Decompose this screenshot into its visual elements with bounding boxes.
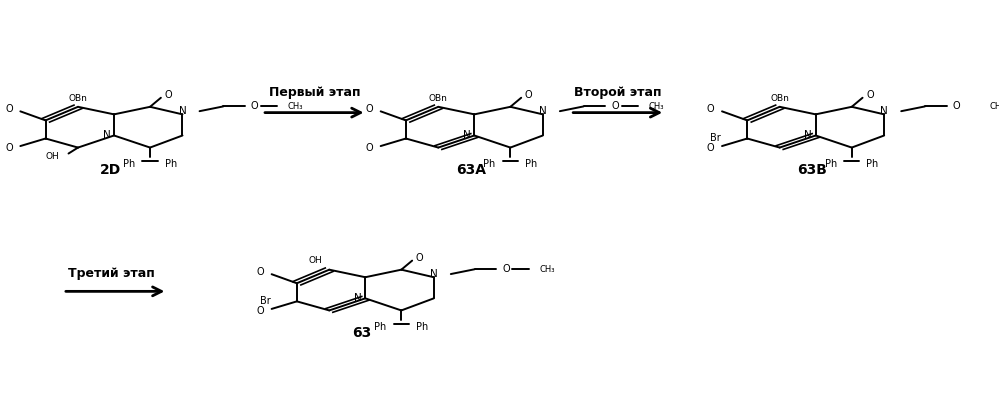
Text: 63: 63 [352, 326, 372, 340]
Text: N: N [179, 106, 187, 116]
Text: Br: Br [710, 133, 720, 143]
Text: CH₃: CH₃ [648, 102, 663, 111]
Text: O: O [611, 102, 618, 112]
Text: O: O [5, 143, 13, 153]
Text: N: N [430, 269, 438, 279]
Text: O: O [952, 102, 960, 112]
Text: O: O [502, 264, 509, 274]
Text: O: O [707, 143, 714, 153]
Text: O: O [366, 104, 373, 114]
Text: CH₃: CH₃ [989, 102, 999, 111]
Text: N: N [538, 106, 546, 116]
Text: 2D: 2D [100, 163, 121, 177]
Text: Ph: Ph [825, 159, 837, 169]
Text: Ph: Ph [165, 159, 177, 169]
Text: OH: OH [45, 152, 59, 161]
Text: OH: OH [308, 256, 322, 266]
Text: Br: Br [260, 296, 271, 306]
Text: Второй этап: Второй этап [574, 86, 661, 99]
Text: N: N [804, 130, 812, 140]
Text: O: O [165, 90, 172, 100]
Text: O: O [257, 267, 264, 277]
Text: O: O [257, 306, 264, 316]
Text: O: O [5, 104, 13, 114]
Text: OBn: OBn [770, 94, 789, 102]
Text: Третий этап: Третий этап [68, 267, 155, 280]
Text: Ph: Ph [484, 159, 496, 169]
Text: O: O [866, 90, 874, 100]
Text: O: O [707, 104, 714, 114]
Text: CH₃: CH₃ [288, 102, 304, 111]
Text: Ph: Ph [525, 159, 537, 169]
Text: 63A: 63A [456, 163, 486, 177]
Text: O: O [524, 90, 532, 100]
Text: N: N [463, 130, 471, 140]
Text: Ph: Ph [416, 322, 429, 332]
Text: Ph: Ph [866, 159, 879, 169]
Text: N: N [354, 293, 362, 303]
Text: O: O [366, 143, 373, 153]
Text: OBn: OBn [429, 94, 448, 102]
Text: N: N [103, 130, 110, 140]
Text: O: O [416, 253, 424, 263]
Text: O: O [251, 102, 259, 112]
Text: 63B: 63B [797, 163, 827, 177]
Text: OBn: OBn [69, 94, 88, 102]
Text: Ph: Ph [123, 159, 135, 169]
Text: Первый этап: Первый этап [269, 86, 360, 99]
Text: Ph: Ph [375, 322, 387, 332]
Text: N: N [880, 106, 888, 116]
Text: CH₃: CH₃ [539, 265, 554, 274]
